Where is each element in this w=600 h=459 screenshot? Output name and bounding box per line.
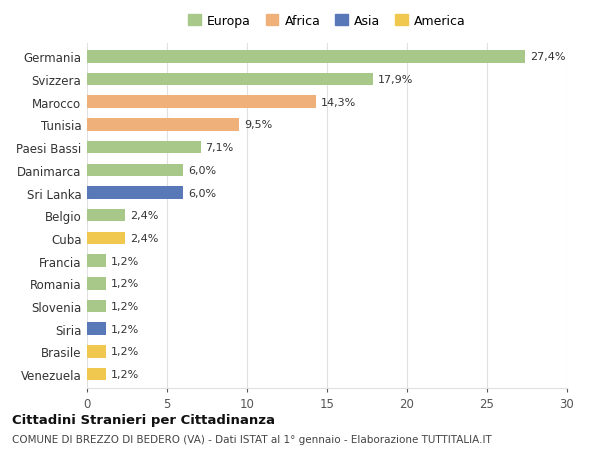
Bar [87, 96, 316, 109]
Bar [87, 187, 183, 199]
Bar [87, 323, 106, 335]
Bar [87, 232, 125, 245]
Legend: Europa, Africa, Asia, America: Europa, Africa, Asia, America [185, 12, 469, 30]
Text: 1,2%: 1,2% [111, 301, 139, 311]
Text: 2,4%: 2,4% [130, 233, 158, 243]
Bar [87, 209, 125, 222]
Text: 14,3%: 14,3% [320, 97, 356, 107]
Bar [87, 51, 526, 63]
Text: COMUNE DI BREZZO DI BEDERO (VA) - Dati ISTAT al 1° gennaio - Elaborazione TUTTIT: COMUNE DI BREZZO DI BEDERO (VA) - Dati I… [12, 434, 492, 444]
Text: 1,2%: 1,2% [111, 324, 139, 334]
Bar [87, 300, 106, 313]
Text: 1,2%: 1,2% [111, 279, 139, 289]
Bar [87, 368, 106, 381]
Bar [87, 119, 239, 131]
Bar [87, 277, 106, 290]
Bar [87, 345, 106, 358]
Text: 1,2%: 1,2% [111, 369, 139, 379]
Text: 27,4%: 27,4% [530, 52, 566, 62]
Text: 9,5%: 9,5% [244, 120, 272, 130]
Text: Cittadini Stranieri per Cittadinanza: Cittadini Stranieri per Cittadinanza [12, 413, 275, 426]
Text: 17,9%: 17,9% [378, 75, 413, 85]
Text: 7,1%: 7,1% [205, 143, 233, 153]
Text: 1,2%: 1,2% [111, 347, 139, 357]
Bar [87, 255, 106, 267]
Text: 6,0%: 6,0% [188, 165, 216, 175]
Text: 2,4%: 2,4% [130, 211, 158, 221]
Bar [87, 73, 373, 86]
Text: 6,0%: 6,0% [188, 188, 216, 198]
Text: 1,2%: 1,2% [111, 256, 139, 266]
Bar [87, 141, 200, 154]
Bar [87, 164, 183, 177]
